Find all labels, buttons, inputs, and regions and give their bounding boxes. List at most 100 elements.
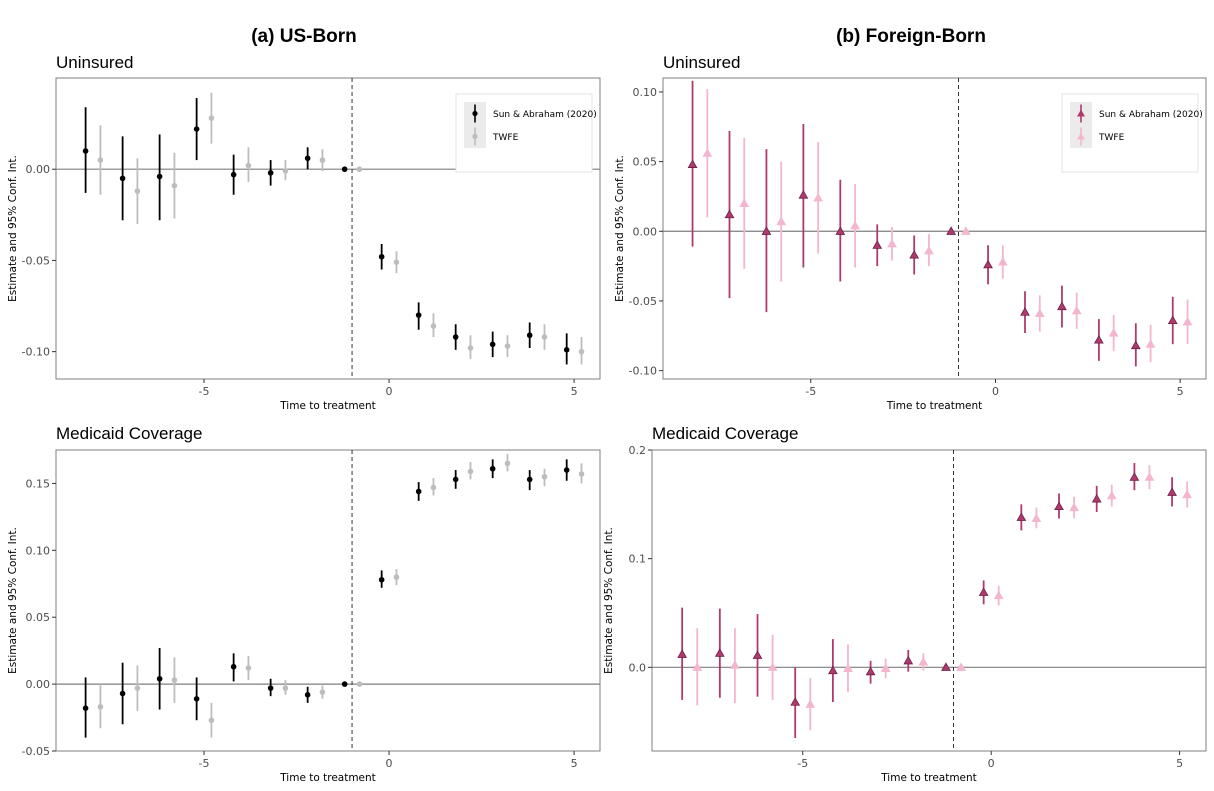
point-estimate-marker [393,259,400,266]
point-estimate-marker [1031,513,1042,523]
point-estimate-marker [813,192,824,202]
point-estimate-marker [208,717,215,724]
series-twfe [702,89,1193,363]
point-estimate-marker [752,650,763,659]
y-tick-label: 0.1 [629,553,647,566]
point-estimate-marker [1093,334,1104,344]
point-estimate-marker [526,332,533,339]
point-estimate-marker [341,166,348,173]
y-tick-label: 0.10 [633,86,658,99]
y-tick-label: -0.10 [22,346,50,359]
point-estimate-marker [880,663,891,672]
point-estimate-marker [978,587,989,596]
point-estimate-marker [245,665,252,671]
point-estimate-marker [319,157,326,163]
point-estimate-marker [946,226,957,235]
point-estimate-marker [245,162,252,169]
legend-label: Sun & Abraham (2020) [1099,110,1203,120]
y-tick-label: 0.00 [26,678,51,691]
point-estimate-marker [1144,472,1155,481]
point-estimate-marker [1145,339,1156,348]
point-estimate-marker [134,685,141,691]
point-estimate-marker [997,256,1008,266]
point-estimate-marker [828,665,838,675]
x-axis-label: Time to treatment [279,772,376,784]
y-axis-label: Estimate and 95% Conf. Int. [7,527,19,674]
y-axis-label: Estimate and 95% Conf. Int. [614,155,626,302]
y-tick-label: -0.05 [22,745,50,758]
y-axis-label: Estimate and 95% Conf. Int. [7,155,19,302]
y-tick-label: -0.10 [629,365,657,378]
left-column-title: (a) US-Born [251,26,357,47]
point-estimate-marker [767,662,778,671]
y-tick-label: 0.05 [633,156,658,169]
point-estimate-marker [909,249,920,259]
point-estimate-marker [1167,487,1177,496]
y-tick-label: -0.05 [22,254,50,267]
y-tick-label: 0.0 [629,661,647,674]
point-estimate-marker [415,488,422,495]
x-tick-label: 0 [988,757,995,770]
panel-us-uninsured: Uninsured -0.10 -0.05 0.00 -5 0 5 Time to treat… [7,53,601,412]
point-estimate-marker [193,696,200,702]
point-estimate-marker [430,323,437,329]
point-estimate-marker [156,675,163,682]
point-estimate-marker [730,660,740,669]
point-estimate-marker [578,348,585,355]
legend-label: TWFE [1098,133,1125,143]
series-sun-abraham [82,98,570,365]
point-estimate-marker [1167,315,1178,325]
y-tick-label: 0.10 [26,544,51,557]
x-tick-label: 5 [1177,385,1184,398]
point-estimate-marker [193,126,200,132]
point-estimate-marker [776,216,787,226]
point-estimate-marker [687,159,698,168]
point-estimate-marker [956,662,966,671]
point-estimate-marker [415,312,422,318]
x-tick-label: 0 [386,385,393,398]
x-tick-label: -5 [805,385,816,398]
point-estimate-marker [798,190,809,199]
legend-key-marker [1077,132,1085,140]
point-estimate-marker [356,166,363,173]
point-estimate-marker [724,209,735,219]
series-sun-abraham [677,463,1177,738]
point-estimate-marker [541,334,548,340]
point-estimate-marker [1130,340,1141,350]
point-estimate-marker [835,226,846,235]
x-tick-label: 0 [992,385,999,398]
legend-key-marker [472,133,478,140]
panel-title: Uninsured [663,53,741,72]
point-estimate-marker [526,476,533,483]
point-estimate-marker [304,155,311,162]
point-estimate-marker [97,704,104,710]
point-estimate-marker [790,697,801,706]
panel-frame [55,449,601,752]
x-axis-label: Time to treatment [886,400,983,412]
point-estimate-marker [82,705,89,711]
point-estimate-marker [872,240,883,249]
point-estimate-marker [1057,301,1067,311]
point-estimate-marker [850,220,860,230]
point-estimate-marker [119,175,126,182]
x-tick-label: -5 [199,385,210,398]
point-estimate-marker [1182,489,1193,499]
legend-key-marker [472,110,478,117]
x-tick-label: 5 [1176,757,1183,770]
y-tick-label: 0.05 [26,611,51,624]
point-estimate-marker [563,467,570,473]
panel-fb-uninsured: Uninsured -0.10 -0.05 0.00 0.05 0.10 -5 0 5 Time … [614,53,1207,412]
x-axis-label: Time to treatment [880,772,977,784]
point-estimate-marker [1129,472,1140,481]
legend: Sun & Abraham (2020) TWFE [455,93,597,173]
point-estimate-marker [541,473,548,480]
point-estimate-marker [941,662,951,671]
point-estimate-marker [1020,307,1030,316]
point-estimate-marker [702,148,713,157]
point-estimate-marker [304,692,311,698]
y-tick-label: 0.00 [26,163,51,176]
point-estimate-marker [692,662,703,671]
point-estimate-marker [1054,501,1064,511]
point-estimate-marker [356,681,363,687]
